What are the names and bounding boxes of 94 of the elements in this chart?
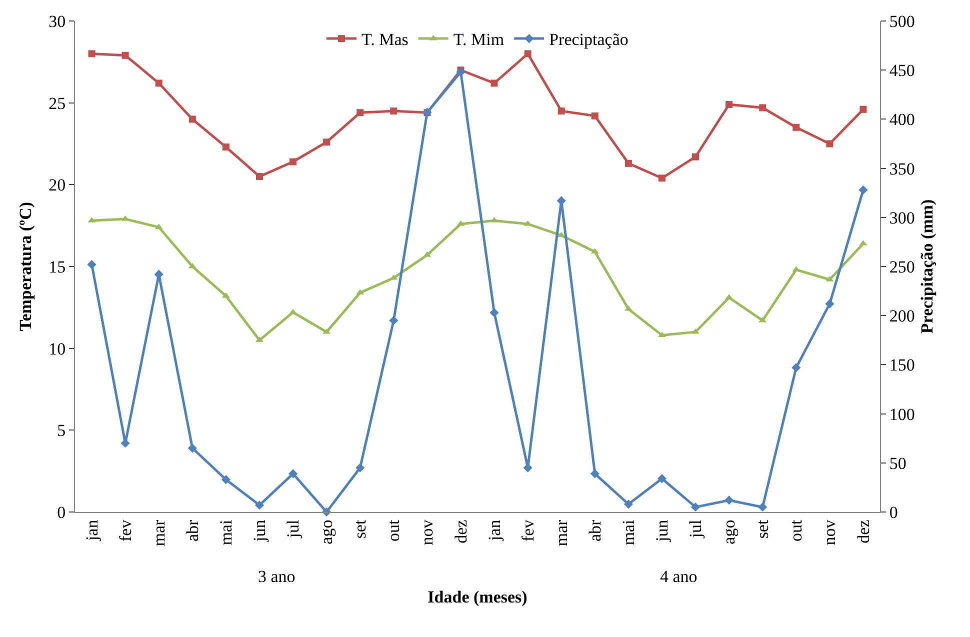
point — [758, 502, 768, 512]
point — [222, 144, 230, 151]
point — [290, 158, 297, 166]
y-tick-label: 20 — [48, 176, 66, 195]
y2-tick-label: 100 — [889, 404, 915, 424]
legend-label: Preciptação — [549, 30, 628, 50]
x-tick-label: jan — [82, 519, 102, 542]
x-tick-label: nov — [418, 519, 437, 546]
point — [524, 50, 532, 58]
x-tick-label: jun — [250, 519, 270, 543]
x-tick-label: set — [350, 520, 370, 539]
y2-tick-label: 500 — [889, 12, 915, 31]
point — [690, 502, 700, 512]
legend-label: T. Mim — [453, 30, 504, 50]
point — [322, 328, 331, 334]
point — [256, 172, 263, 180]
x-tick-label: jan — [484, 519, 504, 542]
point — [323, 138, 330, 146]
point — [590, 469, 600, 478]
point — [490, 80, 498, 87]
x-tick-label: mai — [618, 520, 638, 546]
point — [390, 108, 398, 115]
y2-tick-label: 400 — [889, 110, 915, 130]
x-tick-label: abr — [182, 519, 202, 542]
y-tick-label: 30 — [48, 12, 66, 31]
point — [657, 474, 667, 484]
point — [726, 100, 733, 108]
point — [221, 475, 230, 484]
y-tick-label: 10 — [48, 339, 66, 358]
point — [792, 124, 800, 131]
point — [155, 80, 162, 87]
point — [590, 248, 599, 254]
y2-tick-label: 250 — [889, 257, 915, 276]
point — [759, 104, 766, 112]
point — [624, 500, 633, 509]
y-tick-label: 25 — [48, 94, 66, 113]
x-tick-label: out — [384, 520, 404, 542]
text: 4 ano — [660, 567, 698, 586]
point — [188, 444, 197, 453]
y2-tick-label: 200 — [889, 306, 915, 326]
y-axis-title: Temperatura (ºC) — [16, 202, 35, 332]
y2-tick-label: 300 — [889, 208, 915, 228]
x-tick-label: out — [786, 520, 806, 542]
point — [222, 292, 230, 298]
x-tick-label: abr — [585, 519, 604, 542]
point — [624, 160, 632, 167]
point — [558, 108, 565, 115]
x-tick-label: fev — [116, 519, 135, 542]
point — [254, 500, 264, 510]
point — [860, 106, 867, 113]
point — [122, 52, 129, 59]
x-tick-label: set — [753, 520, 772, 539]
x-tick-label: mar — [149, 519, 168, 546]
y-tick-label: 5 — [57, 421, 66, 440]
point — [356, 109, 364, 116]
y2-axis-title: Precipitação (mm) — [918, 199, 936, 334]
point — [456, 68, 466, 77]
y2-tick-label: 0 — [889, 502, 898, 522]
point — [288, 469, 298, 478]
point — [591, 112, 598, 120]
y2-tick-label: 450 — [889, 61, 915, 80]
x-tick-label: fev — [518, 519, 538, 542]
x-axis-title: Idade (meses) — [428, 588, 528, 607]
legend-label: T. Mas — [362, 30, 408, 50]
point — [456, 220, 465, 226]
x-tick-label: jun — [652, 519, 672, 543]
point — [858, 185, 868, 194]
x-tick-label: dez — [854, 519, 873, 544]
point — [792, 363, 801, 372]
x-tick-label: jul — [686, 520, 706, 539]
x-tick-label: jul — [284, 520, 303, 539]
point — [490, 308, 499, 318]
y2-tick-label: 150 — [889, 356, 915, 375]
x-tick-label: dez — [451, 519, 470, 544]
point — [188, 116, 196, 123]
x-tick-label: mar — [552, 519, 571, 546]
x-tick-label: ago — [720, 520, 739, 544]
point — [389, 316, 398, 326]
point — [826, 140, 834, 148]
x-tick-label: nov — [820, 519, 840, 546]
y-tick-label: 15 — [48, 257, 66, 276]
point — [724, 496, 734, 505]
text: 3 ano — [258, 567, 296, 586]
y2-tick-label: 350 — [889, 159, 915, 178]
y2-tick-label: 50 — [889, 454, 906, 473]
point — [356, 463, 365, 472]
point — [692, 153, 700, 160]
point — [87, 260, 96, 270]
x-tick-label: mai — [216, 520, 236, 546]
x-tick-label: ago — [317, 520, 336, 544]
point — [88, 50, 96, 58]
point — [825, 299, 834, 308]
y-tick-label: 0 — [57, 502, 66, 522]
point — [658, 174, 666, 182]
